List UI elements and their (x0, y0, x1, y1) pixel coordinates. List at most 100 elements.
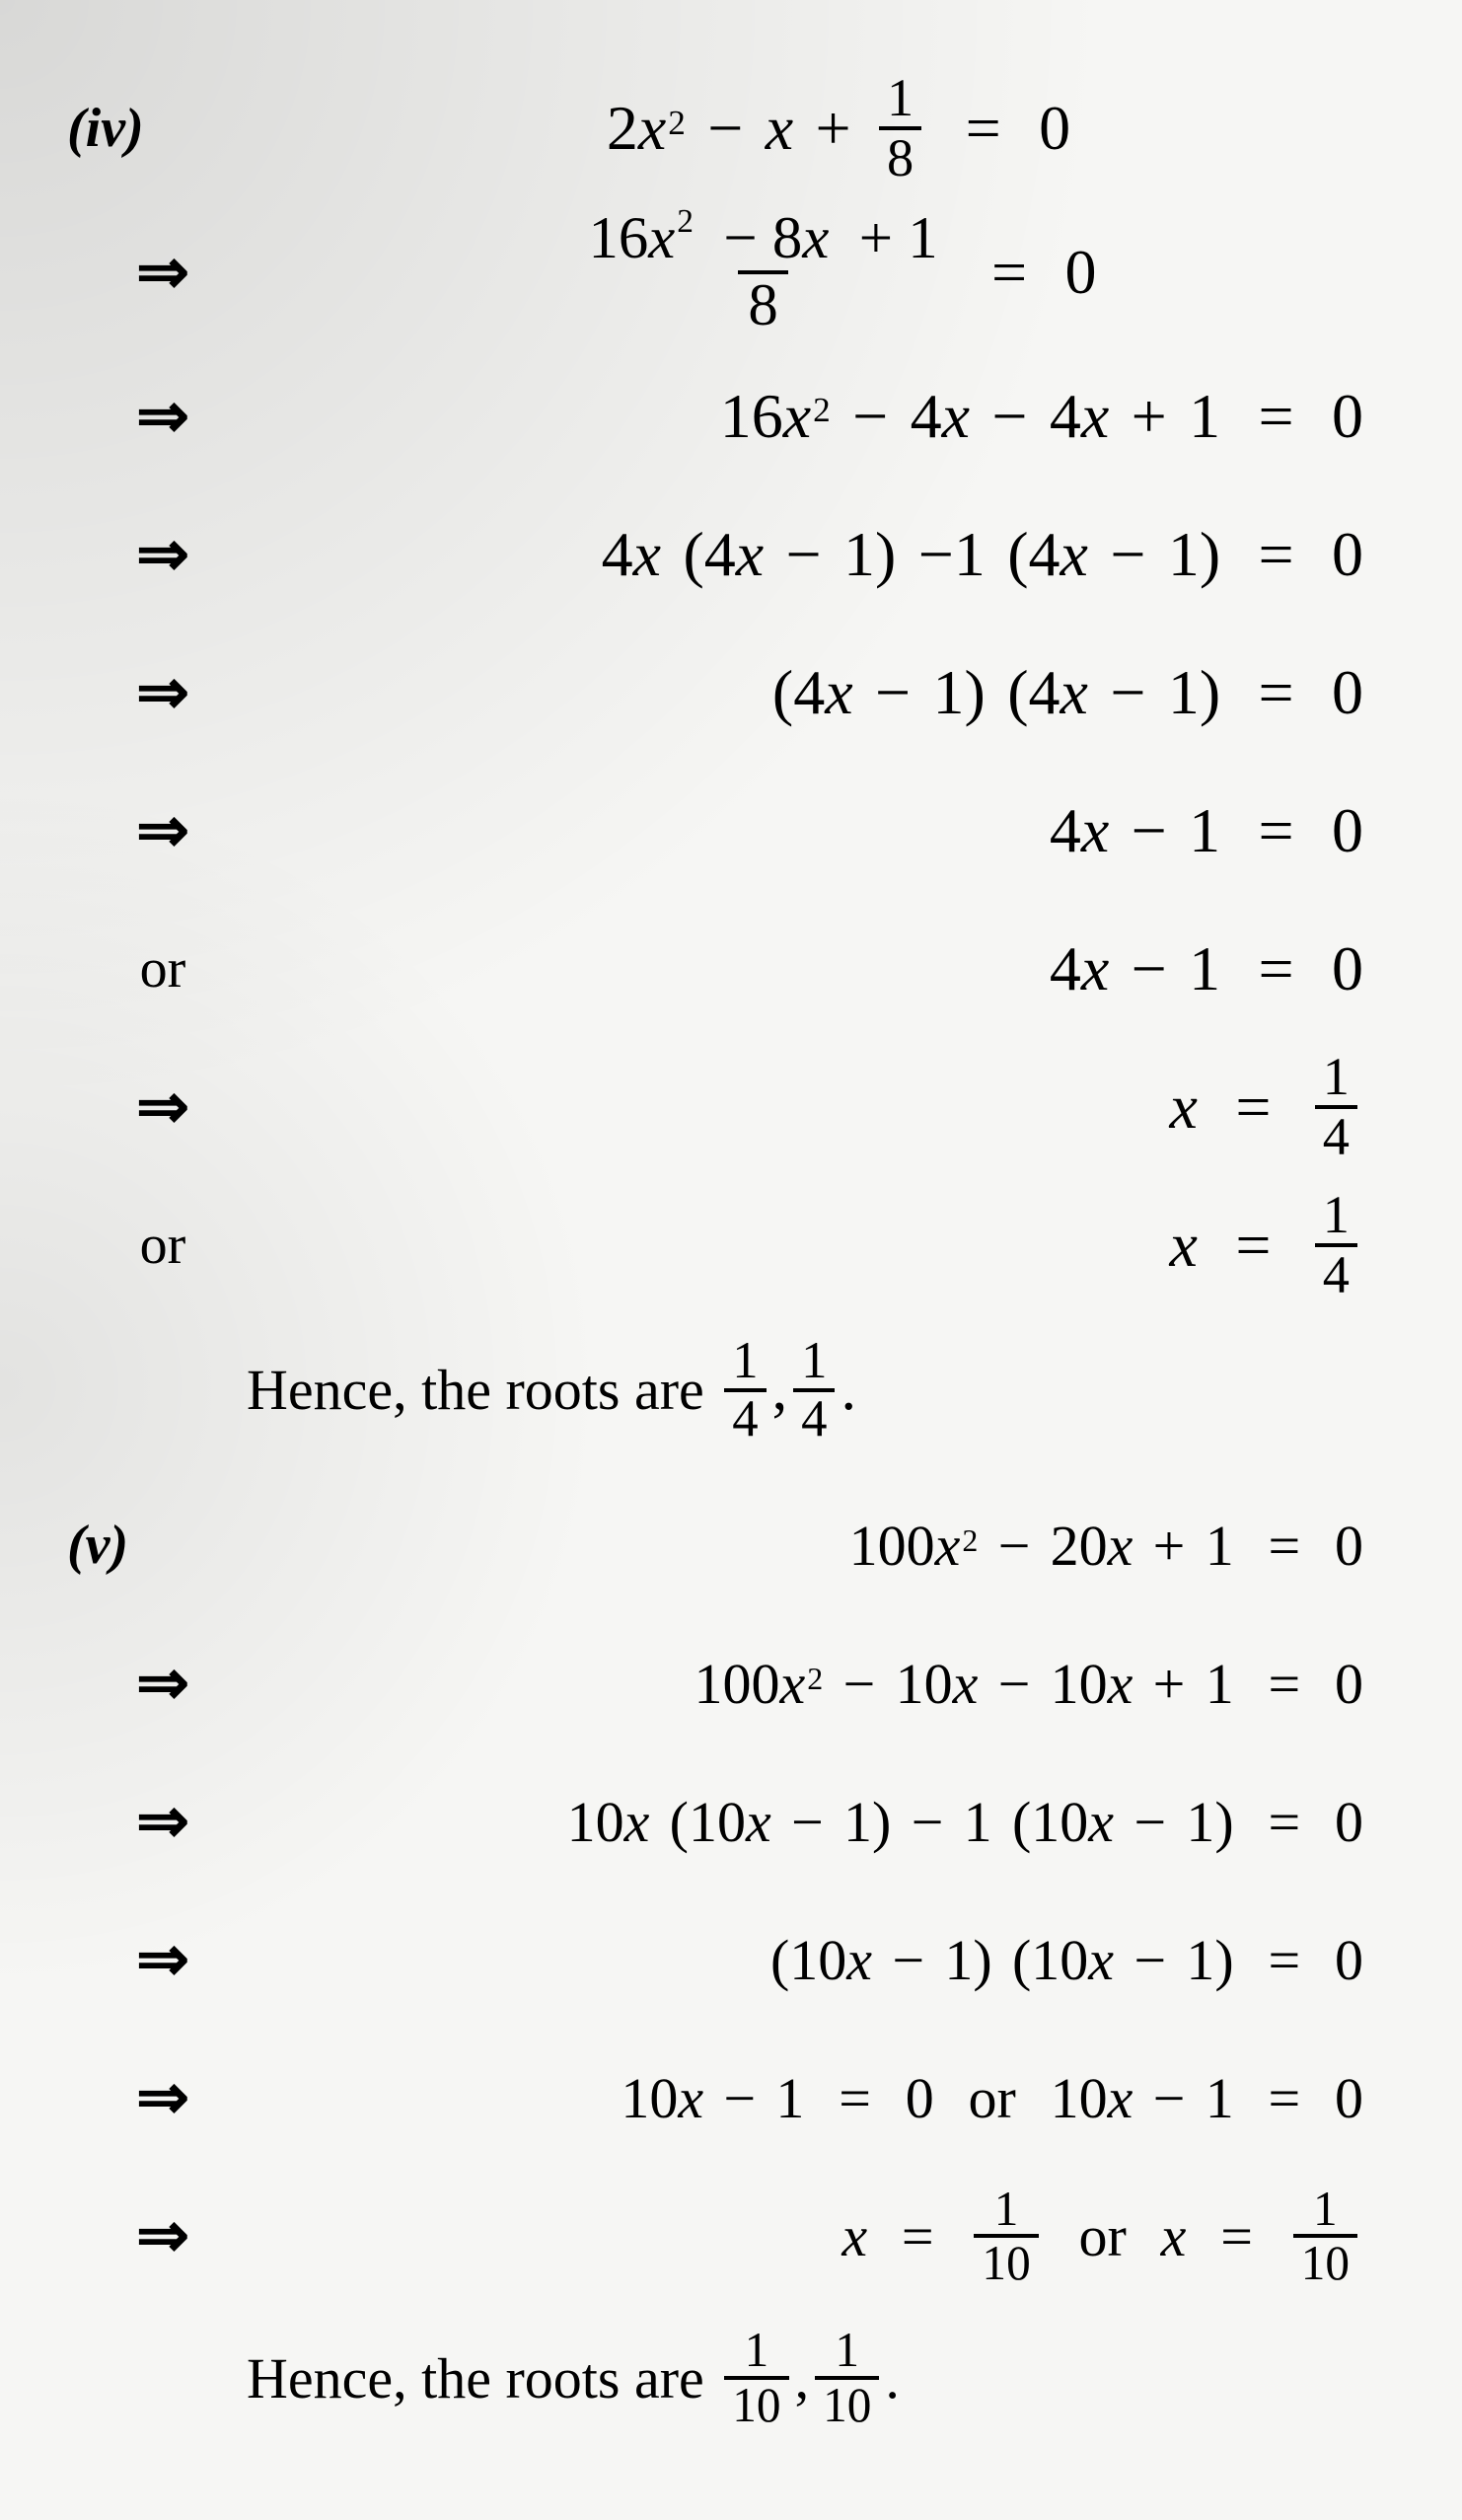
fraction: 1 4 (1315, 1187, 1357, 1303)
equation-expr: x= 1 10 or x= 1 10 (266, 2184, 1403, 2290)
variable-x: x (648, 205, 675, 271)
equation-expr: 4x−1 =0 (266, 932, 1403, 1005)
variable-x: x (783, 380, 811, 453)
implies-symbol: ⇒ (59, 1923, 266, 1996)
number: 1 (908, 205, 937, 271)
period: . (885, 2345, 900, 2411)
math-expression: 1 10 , 1 10 . (718, 2325, 900, 2431)
equation-row: ⇒ 100x2 −10x −10x +1 =0 (59, 1614, 1403, 1752)
number: 1 (944, 1927, 973, 1993)
implies-symbol: ⇒ (59, 656, 266, 729)
equation-expr: 4x−1 =0 (266, 794, 1403, 867)
number: 0 (1332, 932, 1363, 1005)
variable-x: x (1161, 2203, 1187, 2269)
equation-row: ⇒ (4x−1) (4x−1) =0 (59, 624, 1403, 762)
number: 0 (1335, 1513, 1363, 1579)
equation-expr: 100x2 −20x +1 =0 (274, 1513, 1403, 1579)
implies-symbol: ⇒ (59, 380, 266, 453)
number: 16 (720, 380, 783, 453)
number: 1 (1206, 1651, 1234, 1717)
fraction-num: 16x2 − 8x + 1 (579, 207, 948, 270)
number: 1 (1189, 932, 1220, 1005)
number: 0 (1332, 794, 1363, 867)
equation-expr: 2x2 −x + 1 8 =0 (274, 70, 1403, 186)
number: 4 (793, 656, 825, 729)
variable-x: x (633, 518, 661, 591)
equation-row: ⇒ 10x−1 =0 or 10x−1 =0 (59, 2029, 1403, 2167)
equation-row: ⇒ 16x2 − 8x + 1 8 =0 (59, 197, 1403, 347)
variable-x: x (678, 2065, 703, 2131)
fraction: 1 8 (879, 70, 921, 186)
equation-row: or x= 1 4 (59, 1176, 1403, 1314)
number: 8 (772, 205, 802, 271)
variable-x: x (780, 1651, 806, 1717)
number: 4 (1050, 932, 1081, 1005)
number: 1 (933, 656, 965, 729)
number: 10 (621, 2065, 678, 2131)
math-expression: 16x2 − 8x + 1 8 =0 (573, 207, 1097, 337)
period: . (841, 1355, 856, 1425)
or-inline: or (969, 2065, 1016, 2131)
fraction-den: 8 (879, 126, 921, 186)
implies-symbol: ⇒ (59, 1785, 266, 1858)
number: 10 (1051, 1651, 1108, 1717)
number: 0 (1335, 2065, 1363, 2131)
hence-label: Hence, the roots are (247, 1357, 704, 1423)
fraction-num: 1 (1315, 1049, 1357, 1105)
variable-x: x (942, 380, 970, 453)
variable-x: x (846, 1927, 872, 1993)
number: 0 (1335, 1789, 1363, 1855)
variable-x: x (802, 205, 829, 271)
variable-x: x (1170, 1209, 1198, 1282)
number: 10 (689, 1789, 746, 1855)
math-expression: 4x−1 =0 (1050, 794, 1363, 867)
number: 4 (1029, 656, 1060, 729)
equation-row: (v) 100x2 −20x +1 =0 (59, 1476, 1403, 1614)
variable-x: x (736, 518, 764, 591)
fraction-num: 1 (737, 2325, 777, 2376)
fraction-den: 10 (974, 2234, 1038, 2289)
implies-symbol: ⇒ (59, 518, 266, 591)
number: 0 (1335, 1651, 1363, 1717)
exponent-2: 2 (807, 1662, 823, 1697)
math-expression: 100x2 −10x −10x +1 =0 (694, 1651, 1363, 1717)
math-expression: x= 1 10 or x= 1 10 (841, 2184, 1363, 2290)
number: 4 (704, 518, 736, 591)
fraction-den: 8 (738, 270, 787, 337)
fraction-den: 10 (815, 2376, 879, 2431)
fraction-num: 1 (987, 2184, 1027, 2235)
fraction-den: 4 (793, 1388, 835, 1446)
number: 10 (1051, 2065, 1108, 2131)
fraction: 1 10 (815, 2325, 879, 2431)
math-expression: 2x2 −x + 1 8 =0 (607, 70, 1070, 186)
number: 1 (964, 1789, 992, 1855)
problem-marker: (v) (59, 1514, 274, 1577)
number: 1 (954, 518, 986, 591)
number: 4 (911, 380, 942, 453)
equation-expr: 10x−1 =0 or 10x−1 =0 (266, 2065, 1403, 2131)
fraction: 1 10 (1293, 2184, 1357, 2290)
equation-expr: (4x−1) (4x−1) =0 (266, 656, 1403, 729)
equation-row: ⇒ (10x−1) (10x−1) =0 (59, 1890, 1403, 2029)
number: 1 (1189, 380, 1220, 453)
number: 1 (1189, 794, 1220, 867)
equation-expr: 4x (4x−1) −1 (4x−1) =0 (266, 518, 1403, 591)
number: 0 (1332, 518, 1363, 591)
equation-row: ⇒ 4x (4x−1) −1 (4x−1) =0 (59, 485, 1403, 624)
number: 1 (843, 518, 875, 591)
variable-x: x (766, 92, 793, 165)
math-expression: 1 4 , 1 4 . (718, 1334, 856, 1447)
fraction: 1 10 (974, 2184, 1038, 2290)
variable-x: x (1081, 794, 1109, 867)
fraction-num: 1 (1315, 1187, 1357, 1243)
problem-marker: (iv) (59, 97, 274, 160)
variable-x: x (1108, 2065, 1133, 2131)
variable-x: x (1060, 518, 1088, 591)
equation-row: ⇒ x= 1 4 (59, 1038, 1403, 1176)
number: 20 (1051, 1513, 1108, 1579)
number: 1 (1168, 518, 1200, 591)
number: 10 (1031, 1927, 1088, 1993)
equation-row: ⇒ 16x2 −4x −4x +1 =0 (59, 347, 1403, 485)
equation-expr: x= 1 4 (266, 1049, 1403, 1165)
exponent-2: 2 (668, 104, 686, 143)
